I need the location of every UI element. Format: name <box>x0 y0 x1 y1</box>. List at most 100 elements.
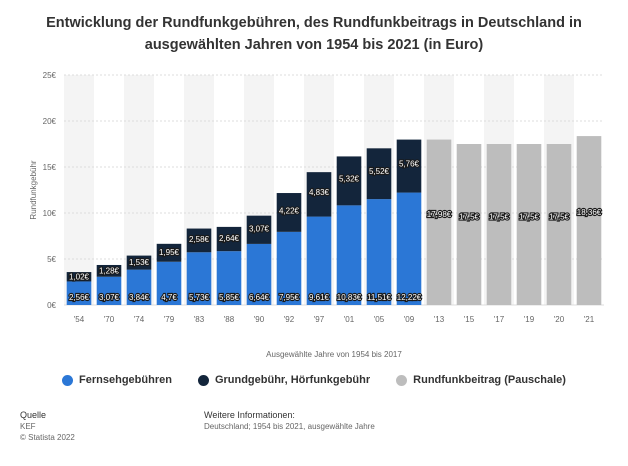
legend-label-grundgebuehr: Grundgebühr, Hörfunkgebühr <box>214 374 371 386</box>
legend-item-grundgebuehr[interactable]: Grundgebühr, Hörfunkgebühr <box>197 374 371 386</box>
data-label: 6,64€ <box>249 293 270 302</box>
x-tick-label: '79 <box>164 315 175 324</box>
data-label: 3,07€ <box>249 224 270 233</box>
data-label: 1,28€ <box>99 266 120 275</box>
data-label: 1,53€ <box>129 258 150 267</box>
info-heading: Weitere Informationen: <box>204 410 295 420</box>
bar-segment <box>336 156 362 206</box>
y-tick-label: 0€ <box>47 301 56 310</box>
legend-item-rundfunkbeitrag[interactable]: Rundfunkbeitrag (Pauschale) <box>396 374 566 386</box>
data-label: 1,02€ <box>69 272 90 281</box>
bar-segment <box>576 136 602 305</box>
bar-segment <box>66 281 92 305</box>
bar-segment <box>276 231 302 305</box>
bar-segment <box>156 243 182 262</box>
bar-segment <box>336 205 362 305</box>
bar-segment <box>126 255 152 270</box>
data-label: 17,5€ <box>459 212 480 221</box>
x-tick-label: '90 <box>254 315 265 324</box>
y-tick-label: 10€ <box>43 209 57 218</box>
data-label: 9,61€ <box>309 293 330 302</box>
bar-segment <box>396 192 422 305</box>
bar-segment <box>306 172 332 217</box>
legend-swatch-rundfunkbeitrag <box>396 374 408 386</box>
data-label: 4,7€ <box>161 293 177 302</box>
bar-segment <box>216 226 242 252</box>
data-label: 7,95€ <box>279 293 300 302</box>
axes: 0€ 5€ 10€ 15€ 20€ 25€ Rundfunkgebühr '54 '70 '74 '… <box>29 71 595 359</box>
copyright: © Statista 2022 <box>20 433 75 442</box>
bar-segment <box>516 144 542 305</box>
data-label: 4,83€ <box>309 188 330 197</box>
bar-segment <box>96 276 122 305</box>
bar-segment <box>96 264 122 277</box>
x-tick-label: '54 <box>74 315 85 324</box>
bar-segment <box>246 243 272 305</box>
data-label: 18,36€ <box>577 208 602 217</box>
bar-segment <box>546 144 572 305</box>
data-label: 11,51€ <box>367 293 391 302</box>
bar-segment <box>456 144 482 305</box>
legend-label-rundfunkbeitrag: Rundfunkbeitrag (Pauschale) <box>413 374 566 386</box>
data-label: 17,5€ <box>519 212 540 221</box>
data-label: 3,84€ <box>129 293 150 302</box>
x-tick-label: '88 <box>224 315 235 324</box>
chart-title: Entwicklung der Rundfunkgebühren, des Ru… <box>46 15 582 53</box>
data-label: 17,5€ <box>549 212 570 221</box>
data-label: 5,32€ <box>339 174 360 183</box>
bar-segment <box>186 228 212 253</box>
bar-segment <box>156 261 182 305</box>
bar-segment <box>426 139 452 305</box>
data-label: 5,76€ <box>399 159 420 168</box>
bar-segment <box>66 272 92 282</box>
x-tick-label: '15 <box>464 315 475 324</box>
bar-segment <box>366 148 392 200</box>
bar-segment <box>216 251 242 305</box>
x-tick-label: '70 <box>104 315 115 324</box>
y-axis-label: Rundfunkgebühr <box>29 160 38 219</box>
y-tick-label: 20€ <box>43 117 57 126</box>
data-label: 2,58€ <box>189 235 210 244</box>
legend: Fernsehgebühren Grundgebühr, Hörfunkgebü… <box>0 374 628 386</box>
stacked-bar-chart: 2,56€ 1,02€ 3,07€ 1,28€ 3,84€ 1,53€ 4,7€ 1,95€ 5… <box>29 71 604 359</box>
data-label: 3,07€ <box>99 293 120 302</box>
x-tick-label: '83 <box>194 315 205 324</box>
column-band <box>64 75 94 305</box>
data-label: 4,22€ <box>279 207 300 216</box>
source-block: Quelle KEF © Statista 2022 <box>20 410 75 443</box>
bar-segment <box>486 144 512 305</box>
data-label: 5,73€ <box>189 293 210 302</box>
legend-item-fernsehgebuehren[interactable]: Fernsehgebühren <box>62 374 172 386</box>
data-labels: 2,56€ 1,02€ 3,07€ 1,28€ 3,84€ 1,53€ 4,7€ 1,95€ 5… <box>68 158 603 303</box>
source-heading: Quelle <box>20 410 47 420</box>
bars <box>66 136 602 305</box>
x-tick-label: '74 <box>134 315 145 324</box>
x-tick-label: '92 <box>284 315 295 324</box>
data-label: 1,95€ <box>159 248 180 257</box>
bar-segment <box>396 139 422 193</box>
data-label: 2,64€ <box>219 234 240 243</box>
bar-segment <box>246 215 272 244</box>
bar-segment <box>186 252 212 305</box>
x-tick-label: '21 <box>584 315 595 324</box>
data-label: 10,83€ <box>337 293 362 302</box>
x-tick-label: '20 <box>554 315 565 324</box>
data-label: 5,85€ <box>219 293 240 302</box>
x-tick-label: '97 <box>314 315 325 324</box>
legend-swatch-fernsehgebuehren <box>62 374 74 386</box>
source-name: KEF <box>20 422 36 431</box>
x-tick-label: '13 <box>434 315 445 324</box>
x-tick-label: '01 <box>344 315 355 324</box>
data-label: 12,22€ <box>397 293 422 302</box>
bar-segment <box>276 193 302 232</box>
info-text: Deutschland; 1954 bis 2021, ausgewählte … <box>204 422 375 431</box>
data-label: 5,52€ <box>369 167 390 176</box>
data-label: 2,56€ <box>69 293 90 302</box>
legend-swatch-grundgebuehr <box>197 374 209 386</box>
info-block: Weitere Informationen: Deutschland; 1954… <box>204 410 375 432</box>
x-tick-label: '17 <box>494 315 505 324</box>
bar-segment <box>366 199 392 305</box>
data-label: 17,98€ <box>427 210 452 219</box>
y-tick-label: 25€ <box>43 71 57 80</box>
data-label: 17,5€ <box>489 212 510 221</box>
